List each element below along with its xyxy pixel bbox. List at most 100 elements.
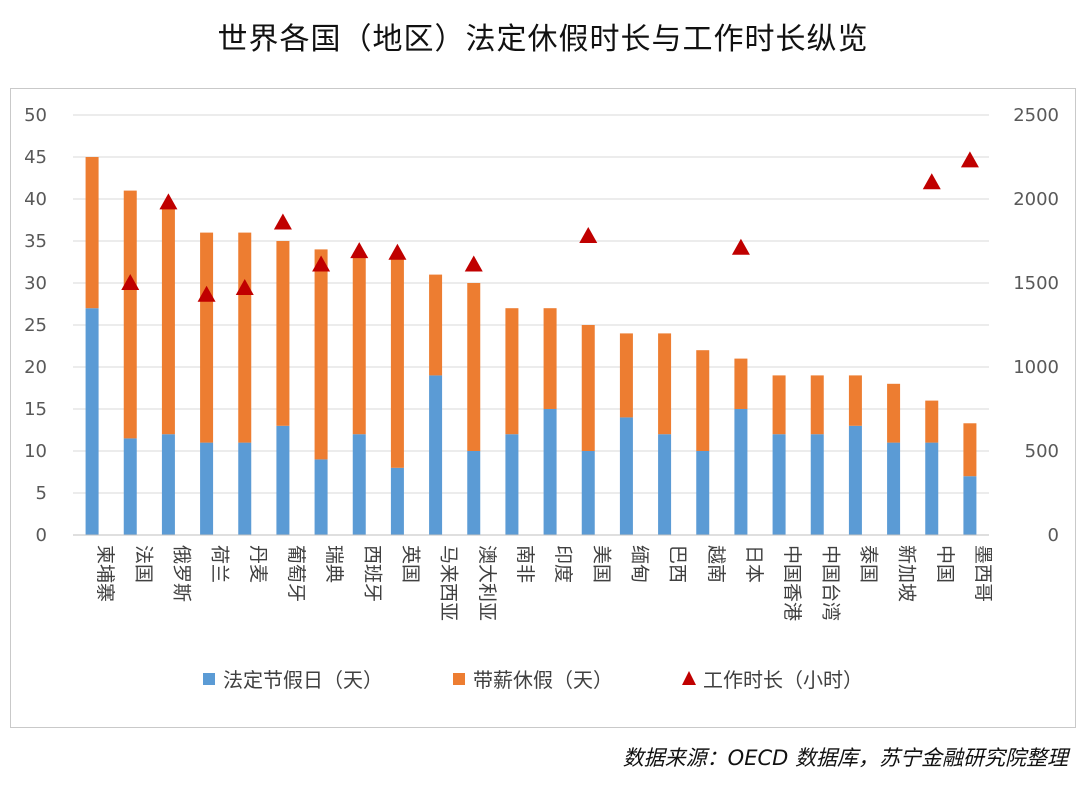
bar-holidays xyxy=(734,409,748,535)
y-left-tick-label: 35 xyxy=(24,231,47,252)
bar-holidays xyxy=(581,451,595,535)
legend-label: 带薪休假（天） xyxy=(473,668,613,692)
x-category-label: 中国台湾 xyxy=(819,545,841,621)
y-left-tick-label: 30 xyxy=(24,273,47,294)
x-category-label: 西班牙 xyxy=(361,545,383,602)
bar-holidays xyxy=(467,451,481,535)
y-right-tick-label: 1500 xyxy=(1013,273,1059,294)
y-right-tick-label: 0 xyxy=(1048,525,1059,546)
marker-working-hours xyxy=(731,238,750,255)
marker-working-hours xyxy=(960,151,979,168)
marker-working-hours xyxy=(388,243,407,260)
marker-working-hours xyxy=(235,279,254,296)
x-category-label: 丹麦 xyxy=(247,545,269,583)
bar-holidays xyxy=(772,434,786,535)
bar-holidays xyxy=(619,417,633,535)
bar-holidays xyxy=(85,308,99,535)
bar-holidays xyxy=(276,425,290,535)
bar-paid-leave xyxy=(619,333,633,418)
x-category-label: 泰国 xyxy=(857,545,879,583)
y-right-tick-label: 500 xyxy=(1025,441,1059,462)
marker-working-hours xyxy=(312,255,331,272)
bar-paid-leave xyxy=(200,232,214,443)
marker-working-hours xyxy=(579,226,598,243)
bar-paid-leave xyxy=(887,383,901,443)
x-category-label: 柬埔寨 xyxy=(94,545,116,602)
chart-svg: 0510152025303540455005001000150020002500… xyxy=(24,105,1059,692)
bar-holidays xyxy=(314,459,328,535)
x-category-label: 巴西 xyxy=(667,545,689,583)
bar-holidays xyxy=(429,375,443,535)
x-category-label: 缅甸 xyxy=(628,545,650,583)
y-left-tick-label: 40 xyxy=(24,189,47,210)
x-category-label: 越南 xyxy=(705,545,727,583)
legend-swatch xyxy=(453,673,465,685)
bar-paid-leave xyxy=(543,308,557,409)
y-left-tick-label: 10 xyxy=(24,441,47,462)
bar-holidays xyxy=(352,434,366,535)
x-category-label: 墨西哥 xyxy=(972,545,994,602)
data-source-note: 数据来源：OECD 数据库，苏宁金融研究院整理 xyxy=(622,746,1068,770)
bar-paid-leave xyxy=(734,358,748,409)
bar-paid-leave xyxy=(963,423,977,477)
x-category-label: 美国 xyxy=(590,545,612,583)
y-right-tick-label: 1000 xyxy=(1013,357,1059,378)
bar-paid-leave xyxy=(658,333,672,435)
bar-holidays xyxy=(123,438,137,535)
marker-working-hours xyxy=(922,173,941,190)
y-left-tick-label: 20 xyxy=(24,357,47,378)
marker-working-hours xyxy=(350,242,369,259)
bar-holidays xyxy=(963,476,977,535)
bar-paid-leave xyxy=(352,257,366,435)
bar-paid-leave xyxy=(925,400,939,443)
x-category-label: 印度 xyxy=(552,545,574,583)
bar-paid-leave xyxy=(85,157,99,309)
x-category-label: 葡萄牙 xyxy=(285,545,307,602)
bar-holidays xyxy=(925,442,939,535)
bar-paid-leave xyxy=(238,232,252,443)
bar-holidays xyxy=(390,467,404,535)
legend-swatch xyxy=(203,673,215,685)
x-category-label: 澳大利亚 xyxy=(476,545,498,621)
x-category-label: 日本 xyxy=(743,545,765,583)
bar-holidays xyxy=(810,434,824,535)
y-left-tick-label: 5 xyxy=(36,483,47,504)
y-right-tick-label: 2500 xyxy=(1013,105,1059,126)
x-category-label: 南非 xyxy=(514,545,536,583)
chart-title: 世界各国（地区）法定休假时长与工作时长纵览 xyxy=(217,22,869,57)
marker-working-hours xyxy=(197,285,216,302)
bar-paid-leave xyxy=(848,375,862,426)
x-category-label: 法国 xyxy=(132,545,154,583)
x-category-label: 瑞典 xyxy=(323,545,345,583)
bar-holidays xyxy=(696,451,710,535)
bar-paid-leave xyxy=(505,308,519,435)
bar-holidays xyxy=(238,442,252,535)
y-left-tick-label: 15 xyxy=(24,399,47,420)
bar-holidays xyxy=(658,434,672,535)
x-category-label: 俄罗斯 xyxy=(170,545,192,602)
y-left-tick-label: 45 xyxy=(24,147,47,168)
x-category-label: 马来西亚 xyxy=(438,545,460,621)
bar-paid-leave xyxy=(276,241,290,426)
x-category-label: 新加坡 xyxy=(896,545,918,602)
bar-holidays xyxy=(200,442,214,535)
bar-paid-leave xyxy=(429,274,443,376)
bar-paid-leave xyxy=(467,283,481,451)
bar-paid-leave xyxy=(810,375,824,435)
marker-working-hours xyxy=(121,274,140,290)
bar-paid-leave xyxy=(161,207,175,435)
bar-holidays xyxy=(543,409,557,535)
bar-paid-leave xyxy=(314,249,328,460)
y-right-tick-label: 2000 xyxy=(1013,189,1059,210)
marker-working-hours xyxy=(464,255,483,272)
x-category-label: 英国 xyxy=(399,545,421,583)
y-left-tick-label: 25 xyxy=(24,315,47,336)
bar-paid-leave xyxy=(123,190,137,439)
bar-holidays xyxy=(887,442,901,535)
y-left-tick-label: 0 xyxy=(36,525,47,546)
bar-paid-leave xyxy=(772,375,786,435)
bar-holidays xyxy=(505,434,519,535)
x-category-label: 中国香港 xyxy=(781,545,803,621)
marker-working-hours xyxy=(159,193,178,210)
legend-label: 工作时长（小时） xyxy=(703,668,863,692)
